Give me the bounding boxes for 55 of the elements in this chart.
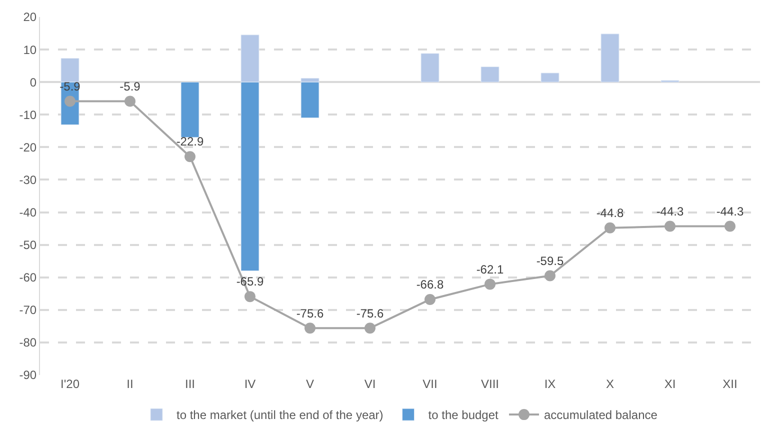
y-tick-label: 10 (23, 42, 37, 57)
y-tick-label: -80 (19, 336, 37, 350)
point (124, 96, 136, 107)
point (484, 278, 496, 290)
point (544, 270, 556, 282)
y-tick-label: 20 (23, 10, 37, 24)
x-tick-label: X (606, 377, 614, 391)
legend-label: accumulated balance (544, 408, 658, 422)
point (184, 151, 196, 162)
y-tick-label: -40 (19, 205, 37, 220)
data-label: -5.9 (120, 79, 141, 94)
data-label: -75.6 (296, 306, 324, 320)
data-label: -66.8 (416, 278, 444, 292)
x-tick-label: VI (364, 377, 376, 391)
data-label: -44.3 (656, 204, 684, 218)
data-label: -22.9 (176, 134, 204, 149)
point (664, 220, 676, 232)
data-label: -44.8 (596, 206, 624, 220)
legend-label: to the budget (428, 408, 500, 422)
legend-label: to the market (until the end of the year) (176, 408, 384, 422)
data-label: -65.9 (236, 274, 264, 289)
x-tick-label: XII (722, 377, 738, 391)
y-tick-label: -20 (19, 140, 37, 154)
data-label: -75.6 (356, 306, 384, 320)
point (244, 291, 256, 302)
point (364, 322, 376, 334)
y-tick-label: -50 (19, 238, 37, 252)
x-tick-label: III (184, 377, 196, 391)
x-tick-label: V (306, 377, 314, 391)
y-tick-label: -30 (19, 172, 37, 187)
data-label: -44.3 (716, 204, 744, 218)
x-tick-label: XI (664, 377, 676, 391)
bar (540, 72, 560, 82)
data-label: -59.5 (536, 254, 564, 268)
bar (180, 82, 200, 138)
bar (600, 34, 620, 82)
x-tick-label: VII (422, 377, 438, 391)
x-tick-label: I'20 (60, 377, 80, 391)
point (424, 294, 436, 305)
y-tick-label: -90 (19, 368, 37, 382)
point (604, 222, 616, 234)
y-tick-label: -70 (19, 303, 37, 318)
point (724, 220, 736, 232)
y-tick-label: 0 (30, 75, 37, 90)
bar (300, 82, 320, 118)
bar (420, 53, 440, 82)
data-label: -62.1 (476, 262, 504, 276)
bar (480, 66, 500, 82)
x-tick-label: IX (544, 377, 556, 391)
y-tick-label: -60 (19, 270, 37, 285)
y-tick-label: -10 (19, 108, 37, 122)
x-tick-label: IV (244, 377, 256, 391)
x-tick-label: II (126, 377, 134, 391)
point (304, 322, 316, 334)
x-tick-label: VIII (480, 377, 500, 391)
